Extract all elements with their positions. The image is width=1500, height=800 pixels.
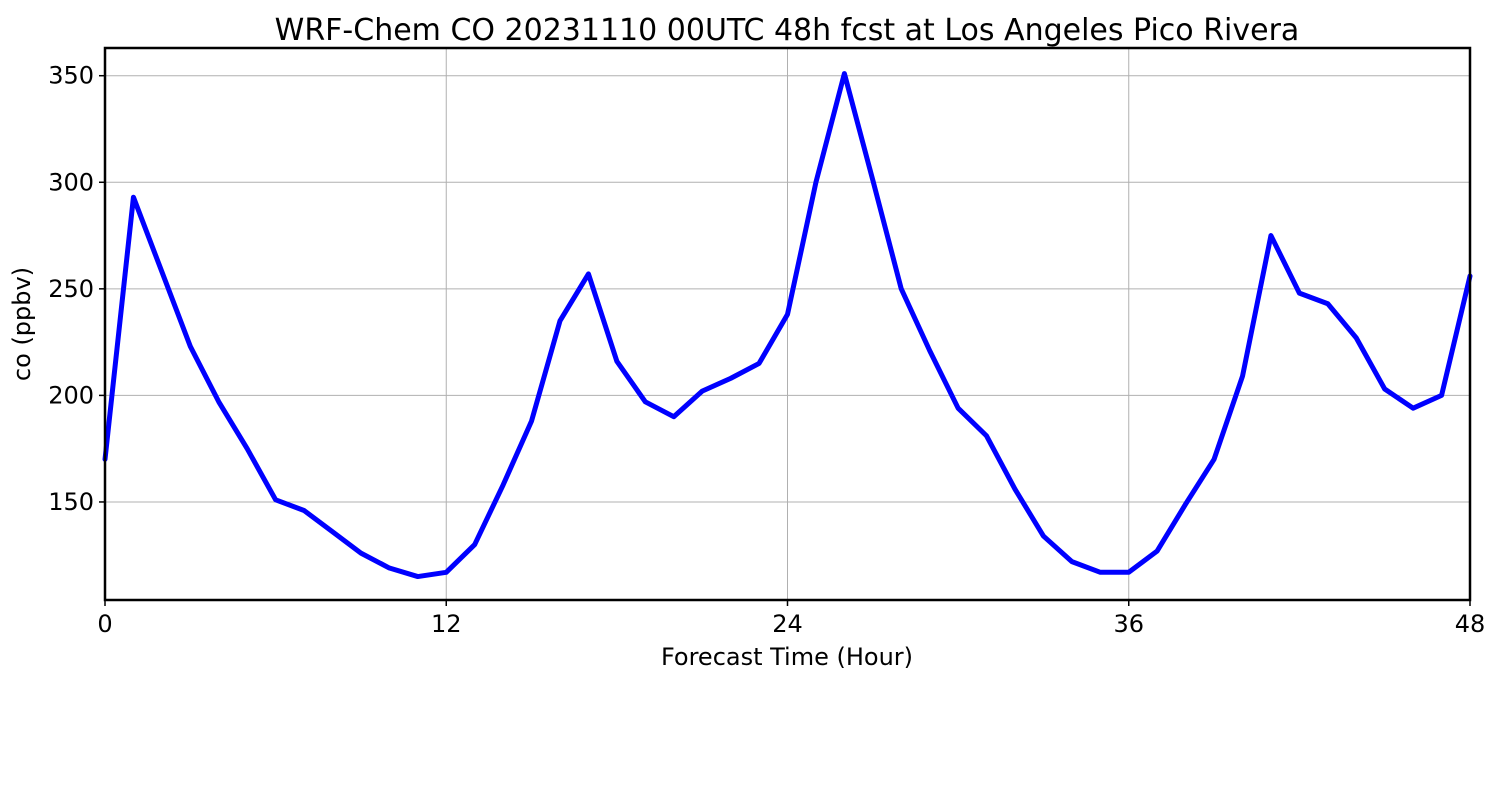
x-tick-label: 36 — [1113, 610, 1144, 638]
x-tick-label: 0 — [97, 610, 112, 638]
chart-title: WRF-Chem CO 20231110 00UTC 48h fcst at L… — [275, 13, 1300, 48]
x-axis-title: Forecast Time (Hour) — [661, 643, 913, 671]
y-tick-label: 300 — [48, 168, 94, 196]
x-tick-label: 48 — [1455, 610, 1486, 638]
y-tick-label: 350 — [48, 62, 94, 90]
x-tick-label: 12 — [431, 610, 462, 638]
y-tick-label: 200 — [48, 381, 94, 409]
y-tick-label: 150 — [48, 488, 94, 516]
series-line-co — [102, 71, 1473, 580]
x-tick-label: 24 — [772, 610, 803, 638]
y-axis-title: co (ppbv) — [8, 267, 36, 381]
ticks-layer: 0 12 24 36 48 150 200 250 300 350 — [48, 62, 1485, 638]
y-tick-label: 250 — [48, 275, 94, 303]
